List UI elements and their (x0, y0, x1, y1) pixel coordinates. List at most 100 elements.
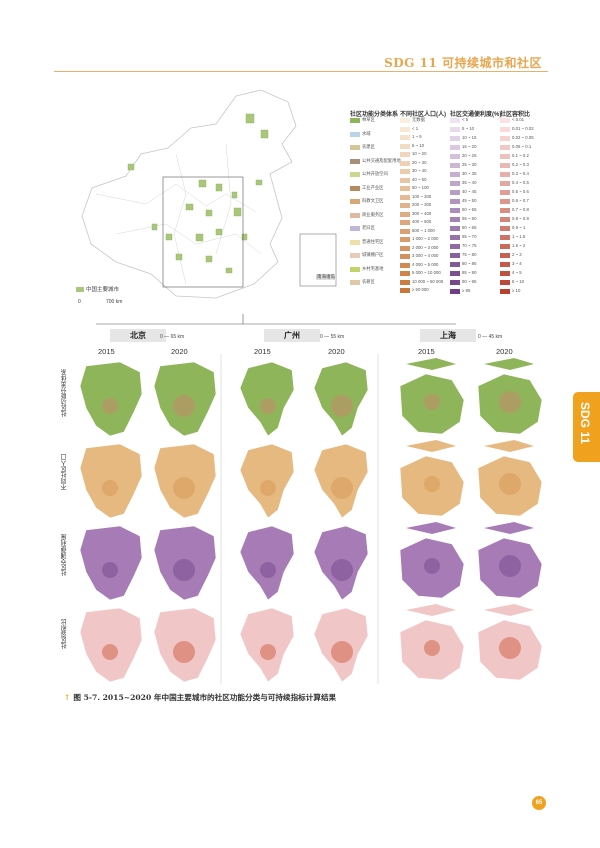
header-title: SDG 11 可持续城市和社区 (384, 56, 542, 70)
legend-swatch-population (400, 135, 410, 140)
sdg-side-tab: SDG 11 (573, 392, 600, 462)
legend-swatch-transport (450, 145, 460, 150)
legend-swatch-transport (450, 253, 460, 258)
legend-swatch-far (500, 190, 510, 195)
legend-label-far: ≥ 10 (512, 288, 521, 293)
legend-label-population: 30 ~ 40 (412, 168, 427, 173)
legend-swatch-transport (450, 208, 460, 213)
legend-label-population: 1 ~ 5 (412, 134, 422, 139)
scale-beijing-start: 0 (160, 334, 163, 340)
legend-label-far: 0.5 ~ 0.6 (512, 189, 529, 194)
legend-label-far: 0.7 ~ 0.8 (512, 207, 529, 212)
legend-label-transport: 60 ~ 65 (462, 225, 477, 230)
legend-label-function: 乡村宅基地 (362, 265, 384, 271)
legend-swatch-function (350, 266, 360, 272)
legend-swatch-far (500, 118, 510, 123)
sdg-side-tab-label: SDG 11 (578, 402, 592, 445)
legend-swatch-far (500, 127, 510, 132)
legend-swatch-far (500, 235, 510, 240)
legend-label-transport: 40 ~ 45 (462, 189, 477, 194)
city-map-cell (153, 525, 217, 601)
legend-label-transport: 75 ~ 80 (462, 252, 477, 257)
legend-swatch-transport (450, 244, 460, 249)
year-shanghai-2015: 2015 (418, 347, 435, 356)
year-guangzhou-2015: 2015 (254, 347, 271, 356)
legend-label-population: 40 ~ 50 (412, 176, 427, 182)
legend-swatch-transport (450, 118, 460, 123)
urban-core (102, 644, 118, 660)
legend-label-transport: 20 ~ 25 (462, 153, 477, 158)
city-map-cell (399, 522, 465, 599)
legend-swatch-function (350, 280, 360, 285)
legend-label-far: 0.01 ~ 0.02 (512, 126, 534, 131)
city-map-cell (153, 607, 217, 683)
legend-label-transport: 55 ~ 60 (462, 216, 477, 221)
legend-swatch-transport (450, 181, 460, 186)
legend-label-transport: 80 ~ 85 (462, 261, 477, 266)
legend-swatch-transport (450, 136, 460, 141)
urban-core (331, 477, 353, 499)
urban-core (499, 391, 521, 413)
legend-label-far: 0.6 ~ 0.7 (512, 198, 529, 203)
connector-lines (96, 314, 456, 325)
legend-label-transport: 10 ~ 15 (462, 135, 477, 140)
legend-label-far: < 0.01 (512, 117, 525, 122)
legend-swatch-far (500, 217, 510, 222)
legend-label-far: 0.05 ~ 0.1 (512, 144, 532, 149)
legend-label-function: 林草区 (362, 117, 375, 122)
urban-core (424, 558, 440, 574)
legend-header-population: 不同社区人口(人) (400, 112, 446, 118)
legend-swatch-far (500, 163, 510, 168)
city-map-cell (79, 607, 143, 683)
legend-label-far: 0.9 ~ 1 (512, 225, 526, 230)
city-map-cell (239, 525, 295, 601)
legend-swatch-transport (450, 280, 460, 285)
legend-label-transport: 45 ~ 50 (462, 198, 477, 203)
legend-label-function: 商业服务区 (362, 211, 384, 217)
legend-swatch-function (350, 172, 360, 177)
legend-label-transport: < 5 (462, 117, 469, 122)
legend-swatch-transport (450, 235, 460, 240)
legend-label-population: 50 ~ 100 (412, 185, 429, 190)
legend-header-function: 社区功能分类体系 (350, 112, 399, 118)
legend-swatch-population (400, 288, 410, 293)
legend-swatch-function (350, 118, 360, 123)
figure-caption: ↑ 图 5-7. 2015~2020 年中国主要城市的社区功能分类与可持续指标计算… (64, 692, 336, 703)
city-map-cell (79, 361, 143, 437)
legend-swatch-transport (450, 226, 460, 231)
legend-label-population: 400 ~ 500 (412, 219, 432, 224)
city-map-cell (477, 522, 543, 599)
legend-swatch-population (400, 194, 410, 200)
legend-swatch-far (500, 280, 510, 285)
legend-label-function: 公共开放空间 (362, 171, 388, 176)
urban-core (102, 398, 118, 414)
city-map-cell (313, 525, 369, 601)
scale-guangzhou-start: 0 (320, 334, 323, 340)
legend-label-transport: 35 ~ 40 (462, 180, 477, 185)
legend-label-population: 3 000 ~ 4 000 (412, 253, 439, 258)
legend-swatch-transport (450, 190, 460, 195)
legend-swatch-function (350, 131, 360, 137)
city-map-cell (79, 525, 143, 601)
legend-label-far: 1.5 ~ 2 (512, 243, 526, 248)
legend-swatch-population (400, 262, 410, 268)
legend-swatch-function (350, 253, 360, 258)
legend-label-far: 2 ~ 3 (512, 252, 522, 257)
legend-swatch-far (500, 262, 510, 267)
legend-label-far: 0.2 ~ 0.3 (512, 162, 529, 167)
legend-swatch-transport (450, 199, 460, 204)
scale-guangzhou: 0 — 55 km (320, 334, 345, 340)
legend-label-population: 100 ~ 200 (412, 193, 432, 199)
legend-label-population: 5 000 ~ 10 000 (412, 270, 441, 275)
legend-label-function: 水域 (362, 130, 371, 136)
urban-core (173, 641, 195, 663)
legend-swatch-function (350, 158, 360, 164)
legend-swatch-function (350, 145, 360, 150)
legend-swatch-far (500, 253, 510, 258)
city-map-cell (79, 443, 143, 519)
legend-label-far: 5 ~ 10 (512, 279, 525, 284)
scale-shanghai: 0 — 45 km (478, 334, 503, 340)
urban-core (331, 559, 353, 581)
city-map-cell (153, 443, 217, 519)
legend-swatch-population (400, 160, 410, 166)
